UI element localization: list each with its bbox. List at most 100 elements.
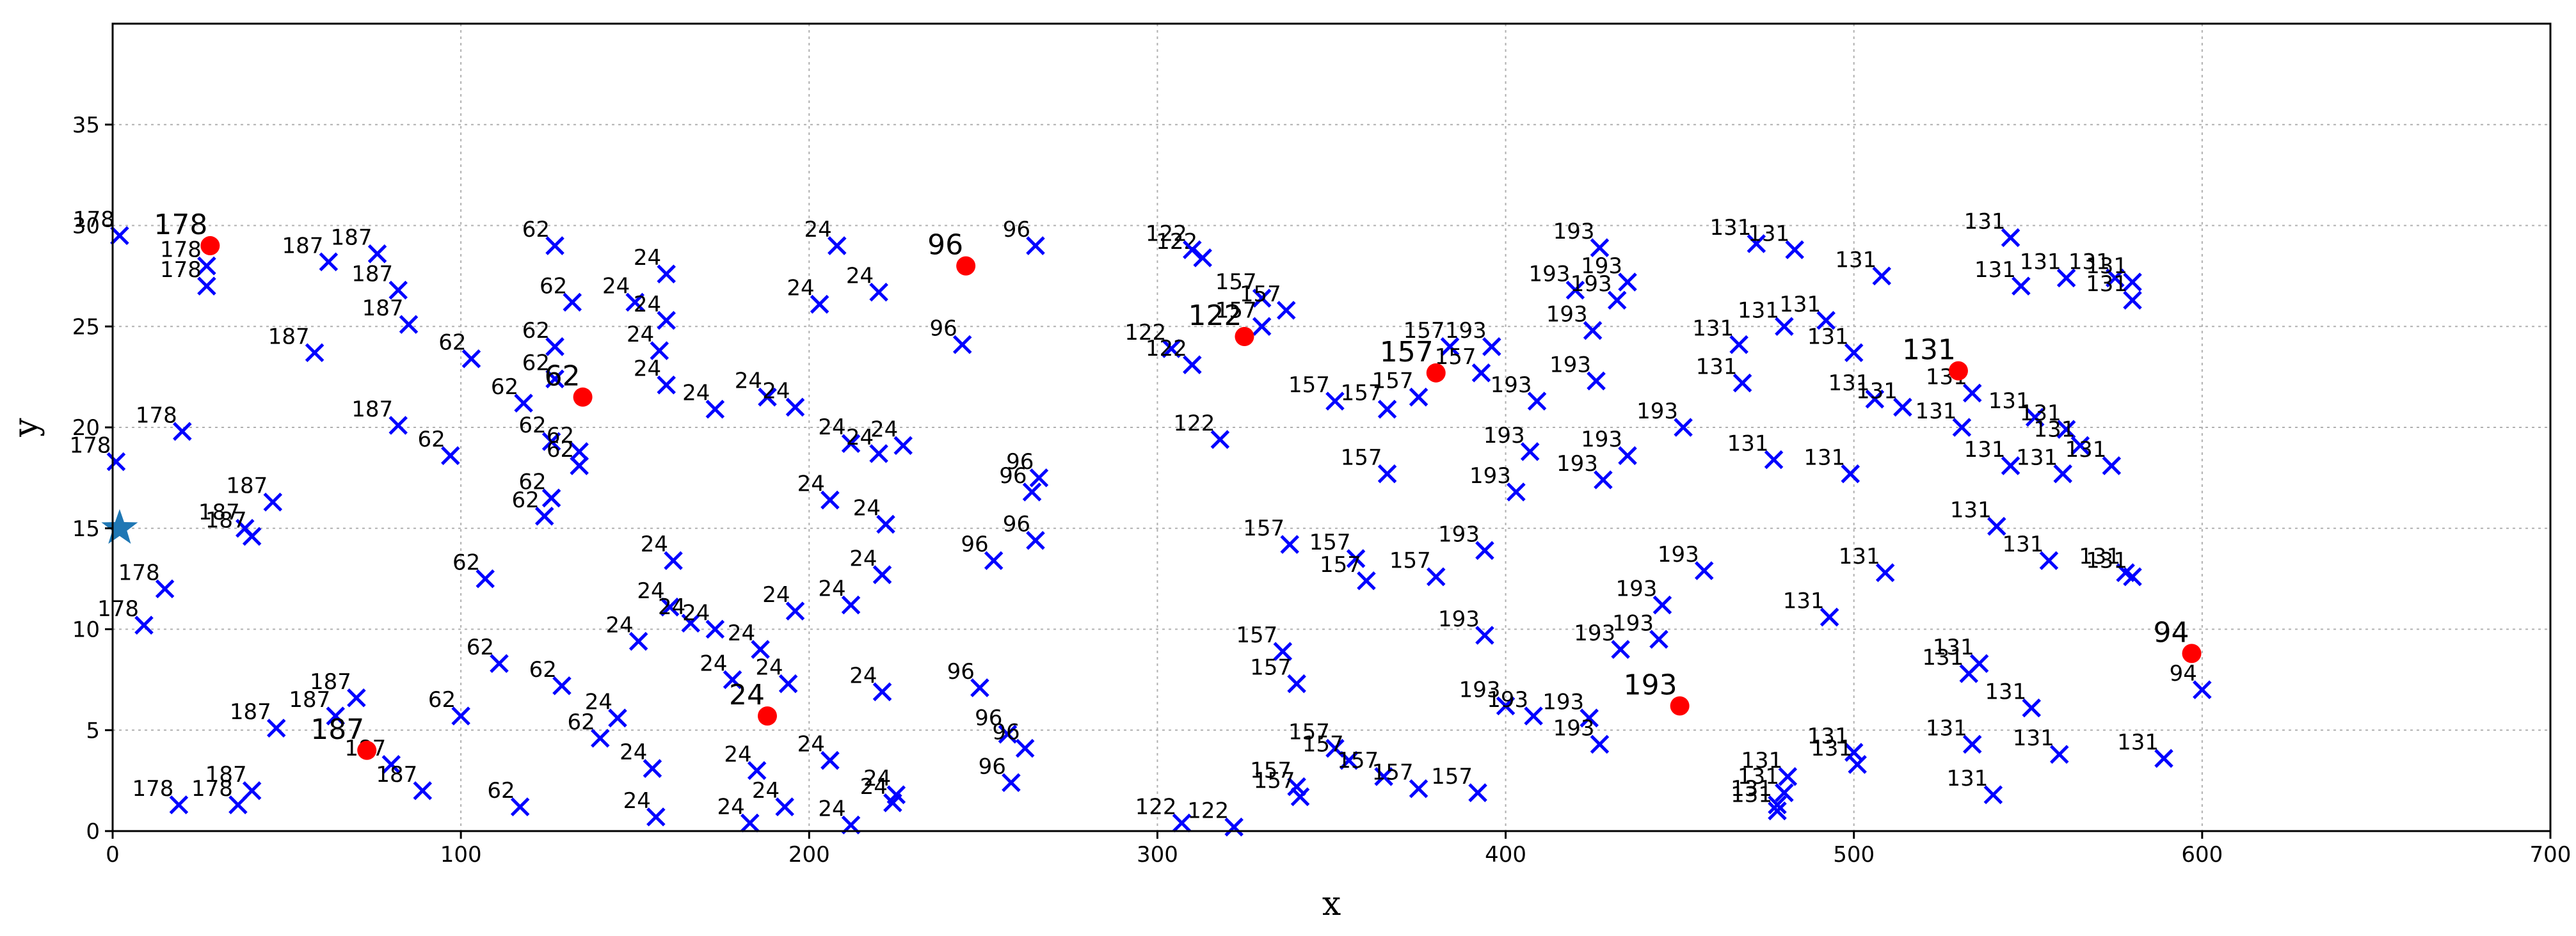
customer-point: 24: [602, 273, 644, 312]
customer-label: 131: [2020, 401, 2061, 426]
customer-label: 24: [762, 582, 790, 608]
customer-marker: [381, 755, 401, 774]
customer-marker: [872, 682, 892, 702]
customer-point: 157: [1341, 445, 1397, 484]
customer-label: 131: [2034, 416, 2076, 442]
customer-point: 131: [2065, 437, 2122, 475]
customer-label: 131: [1779, 292, 1821, 317]
customer-marker: [740, 813, 760, 833]
customer-marker: [820, 490, 840, 510]
customer-point: 178: [97, 596, 154, 635]
customer-label: 24: [634, 292, 661, 317]
customer-point: 157: [1240, 282, 1296, 320]
customer-point: 131: [1731, 782, 1787, 821]
customer-marker: [1893, 397, 1912, 417]
customer-point: 187: [205, 507, 262, 546]
customer-label: 24: [634, 356, 661, 382]
customer-label: 24: [860, 774, 888, 800]
customer-point: 62: [522, 318, 564, 356]
customer-label: 96: [1006, 449, 1034, 475]
customer-marker: [1026, 236, 1045, 255]
customer-marker: [984, 551, 1004, 570]
customer-marker: [775, 797, 794, 816]
customer-label: 187: [205, 762, 247, 788]
customer-marker: [1611, 640, 1630, 659]
customer-marker: [1026, 530, 1045, 550]
customer-point: 131: [1926, 715, 1982, 754]
customer-label: 62: [428, 687, 456, 713]
customer-label: 62: [518, 413, 546, 438]
customer-marker: [1618, 446, 1637, 465]
center-point: 122: [1188, 299, 1254, 347]
customer-label: 62: [547, 423, 574, 448]
center-marker: [357, 740, 377, 760]
customer-point: 157: [1215, 269, 1272, 308]
customer-point: 131: [2079, 544, 2135, 582]
customer-marker: [451, 706, 470, 726]
customer-label: 24: [623, 788, 651, 814]
customer-point: 24: [634, 292, 676, 330]
customer-label: 157: [1431, 764, 1473, 789]
customer-label: 24: [849, 546, 877, 571]
customer-point: 193: [1616, 576, 1672, 615]
customer-label: 187: [230, 699, 271, 725]
customer-marker: [541, 488, 561, 508]
customer-point: 131: [1748, 221, 1804, 260]
customer-point: 193: [1459, 677, 1516, 716]
center-marker: [1426, 363, 1446, 383]
customer-label: 187: [331, 225, 372, 251]
customer-label: 193: [1571, 271, 1612, 297]
customer-label: 187: [226, 473, 268, 499]
customer-point: 193: [1438, 607, 1494, 645]
customer-point: 24: [818, 797, 861, 835]
customer-label: 24: [700, 651, 727, 676]
customer-label: 157: [1341, 445, 1382, 471]
customer-point: 157: [1372, 369, 1428, 407]
customer-point: 157: [1309, 530, 1366, 568]
customer-label: 157: [1309, 530, 1351, 555]
customer-marker: [347, 688, 366, 708]
customer-point: 24: [797, 732, 840, 770]
customer-marker: [534, 507, 554, 526]
customer-label: 96: [947, 659, 975, 685]
customer-label: 96: [1003, 217, 1030, 242]
customer-label: 131: [1731, 776, 1772, 802]
customer-marker: [1618, 273, 1637, 292]
customer-point: 193: [1612, 610, 1668, 649]
customer-label: 157: [1389, 548, 1431, 573]
customer-label: 122: [1173, 411, 1215, 436]
customer-label: 131: [2065, 437, 2106, 463]
customer-marker: [1674, 418, 1693, 437]
customer-marker: [1987, 516, 2006, 536]
customer-label: 187: [362, 296, 404, 321]
customer-marker: [1276, 301, 1296, 320]
customer-marker: [263, 492, 283, 512]
customer-marker: [510, 797, 530, 816]
customer-label: 193: [1528, 261, 1570, 287]
customer-point: 193: [1546, 302, 1603, 340]
customer-label: 24: [818, 415, 845, 440]
customer-marker: [2001, 228, 2020, 248]
customer-label: 131: [1783, 589, 1825, 614]
customer-marker: [1287, 777, 1306, 797]
customer-point: 178: [73, 207, 129, 246]
customer-point: 131: [1856, 378, 1912, 417]
center-point: 193: [1624, 669, 1690, 716]
customer-marker: [872, 565, 892, 585]
customer-point: 131: [1835, 247, 1892, 286]
customer-point: 131: [2086, 271, 2142, 310]
center-label: 178: [154, 209, 207, 241]
customer-marker: [625, 292, 644, 312]
customer-point: 193: [1574, 621, 1630, 659]
customer-marker: [2123, 290, 2142, 310]
customer-label: 62: [547, 437, 574, 463]
customer-marker: [1426, 567, 1446, 587]
customer-point: 62: [518, 469, 561, 508]
customer-point: 24: [634, 356, 676, 395]
customer-label: 157: [1372, 369, 1414, 394]
customer-label: 24: [818, 797, 845, 822]
customer-marker: [552, 676, 572, 695]
customer-label: 24: [818, 576, 845, 602]
customer-point: 96: [1003, 217, 1045, 255]
customer-point: 131: [1779, 292, 1836, 330]
